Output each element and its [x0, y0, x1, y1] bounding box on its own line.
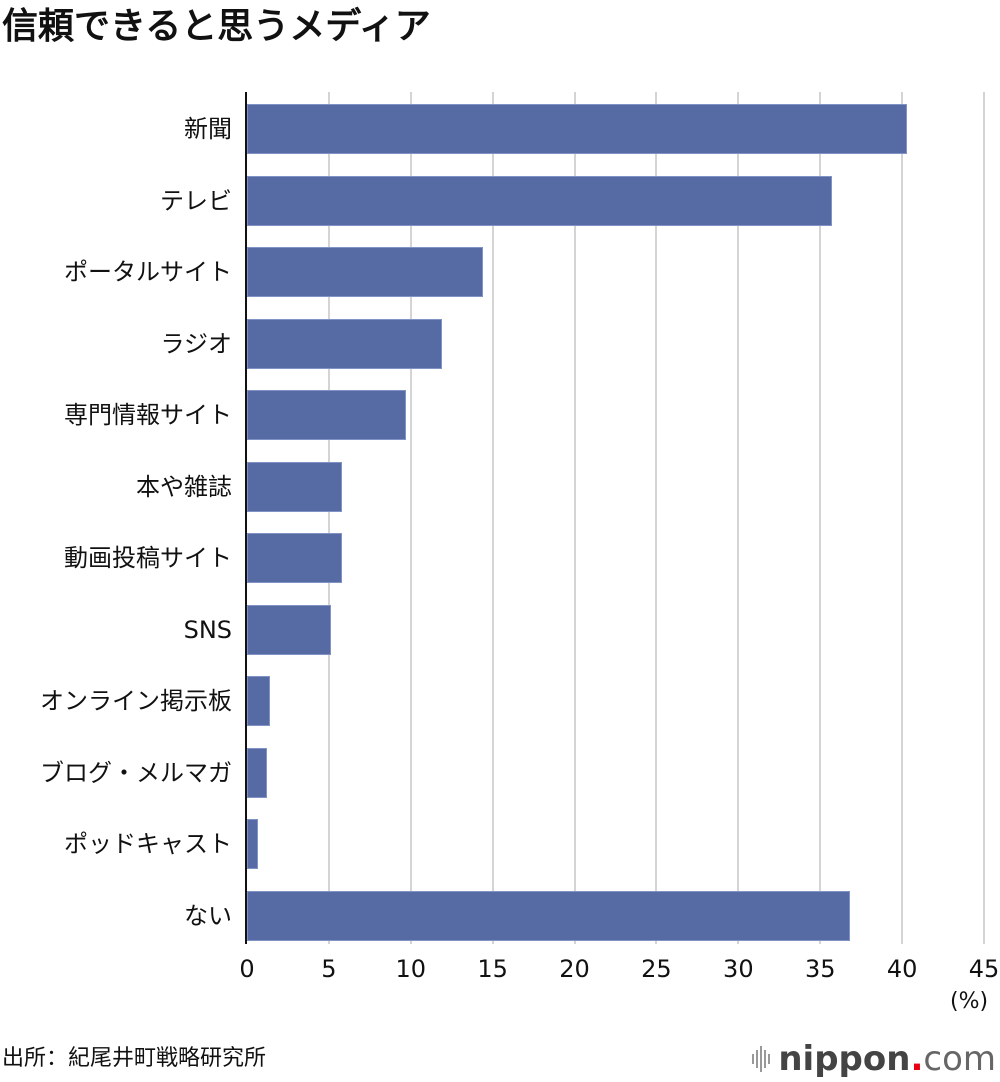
gridline [737, 92, 740, 944]
category-label: ない [184, 901, 232, 930]
gridline [327, 92, 330, 944]
gridline [819, 92, 822, 944]
source-note: 出所：紀尾井町戦略研究所 [2, 1046, 267, 1071]
gridline [901, 92, 904, 944]
category-label: オンライン掲示板 [40, 687, 232, 715]
gridline [655, 92, 658, 944]
x-tick-label: 0 [239, 955, 255, 983]
bar [247, 747, 267, 798]
nippon-logo: nippon. com [752, 1040, 996, 1078]
category-label: 本や雑誌 [136, 472, 232, 501]
category-label: 動画投稿サイト [64, 544, 232, 572]
bar [247, 390, 406, 440]
bar [247, 604, 331, 655]
bar [247, 175, 832, 226]
category-label: ポッドキャスト [64, 830, 232, 858]
chart-title: 信頼できると思うメディア [2, 6, 431, 47]
x-tick-label: 30 [723, 955, 754, 983]
bar [247, 104, 908, 154]
x-tick-label: 35 [804, 955, 836, 983]
sound-wave-icon [752, 1046, 771, 1072]
logo-tld: com [923, 1039, 996, 1079]
gridline [409, 92, 412, 944]
category-label: 新聞 [184, 115, 232, 143]
gridline [573, 92, 576, 944]
gridline [983, 92, 985, 944]
bar [247, 461, 342, 512]
x-tick-label: 10 [395, 955, 427, 983]
bar [247, 676, 270, 726]
category-label: ポータルサイト [64, 258, 232, 286]
category-label: 専門情報サイト [64, 401, 232, 429]
category-label: SNS [183, 615, 232, 644]
bar [247, 819, 259, 869]
logo-dot: . [910, 1039, 924, 1079]
x-tick-label: 40 [886, 955, 918, 983]
gridline [491, 92, 494, 944]
x-tick-label: 5 [321, 955, 337, 983]
plot-area [245, 92, 987, 944]
x-tick-label: 25 [641, 955, 672, 983]
logo-brand: nippon [778, 1039, 911, 1079]
x-tick-label: 45 [968, 955, 1000, 983]
category-label: ラジオ [160, 329, 232, 358]
bar [247, 890, 850, 941]
category-label: テレビ [160, 186, 232, 215]
bar [247, 318, 442, 369]
category-label: ブログ・メルマガ [40, 758, 232, 787]
bar [247, 247, 483, 297]
x-axis-unit: (%) [950, 989, 989, 1014]
x-tick-label: 20 [559, 955, 590, 983]
x-tick-label: 15 [477, 955, 508, 983]
bar [247, 533, 342, 583]
y-axis-line [245, 92, 247, 944]
